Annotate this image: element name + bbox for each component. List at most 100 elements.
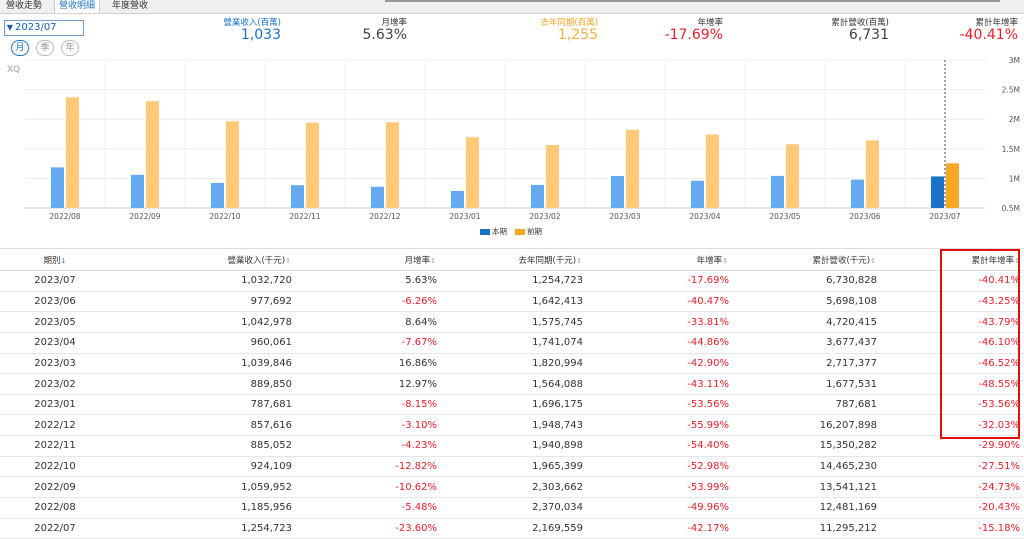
- table-body: 2023/07 1,032,720 5.63% 1,254,723 -17.69% 6,7…: [0, 270, 1024, 539]
- table-row[interactable]: 2022/09 1,059,952 -10.62% 2,303,662 -53.99% 1…: [0, 476, 1024, 499]
- cell-cumulative-yoy: -27.51%: [877, 456, 1024, 478]
- bar-previous: [146, 101, 159, 208]
- cell-revenue: 924,109: [110, 456, 292, 478]
- y-tick-label: 1M: [1009, 174, 1020, 183]
- y-tick-label: 3M: [1009, 56, 1020, 65]
- cell-revenue: 889,850: [110, 373, 292, 395]
- x-tick-label: 2023/04: [689, 212, 720, 221]
- cell-revenue: 1,059,952: [110, 476, 292, 499]
- cell-period: 2023/05: [0, 311, 110, 333]
- cell-yoy: -54.40%: [583, 435, 729, 457]
- table-row[interactable]: 2022/10 924,109 -12.82% 1,965,399 -52.98% 14,…: [0, 456, 1024, 478]
- y-tick-label: 2.5M: [1002, 86, 1020, 95]
- cell-revenue: 1,039,846: [110, 353, 292, 375]
- cell-cumulative: 13,541,121: [729, 476, 877, 499]
- table-row[interactable]: 2022/07 1,254,723 -23.60% 2,169,559 -42.17% 1…: [0, 518, 1024, 539]
- cell-yoy: -43.11%: [583, 373, 729, 395]
- bar-current: [851, 179, 864, 208]
- x-tick-label: 2022/10: [209, 212, 240, 221]
- x-tick-label: 2023/01: [449, 212, 480, 221]
- cell-mom: 12.97%: [292, 373, 437, 395]
- header-revenue-label: 營業收入(千元): [227, 255, 286, 266]
- sort-icon: ⇕: [430, 256, 436, 265]
- bar-previous: [226, 121, 239, 208]
- cell-lastyear: 2,303,662: [437, 476, 583, 499]
- bar-current: [611, 176, 624, 208]
- cell-cumulative-yoy: -53.56%: [877, 394, 1024, 416]
- stat-revenue-value: 1,033: [240, 27, 281, 43]
- x-tick-label: 2023/02: [529, 212, 560, 221]
- table-row[interactable]: 2022/08 1,185,956 -5.48% 2,370,034 -49.96% 12…: [0, 497, 1024, 519]
- header-period[interactable]: 期別↓: [0, 248, 110, 271]
- stat-lastyear-value: 1,255: [557, 27, 598, 43]
- cell-cumulative: 12,481,169: [729, 497, 877, 519]
- cell-lastyear: 1,642,413: [437, 291, 583, 313]
- cell-period: 2023/04: [0, 332, 110, 354]
- cell-yoy: -44.86%: [583, 332, 729, 354]
- chevron-down-icon: ▼: [6, 23, 14, 32]
- bar-previous: [866, 140, 879, 208]
- y-tick-label: 2M: [1009, 115, 1020, 124]
- header-mom-label: 月增率: [404, 255, 431, 266]
- legend-previous: 前期: [515, 226, 542, 237]
- cell-mom: -10.62%: [292, 476, 437, 499]
- tab-revenue-trend[interactable]: 營收走勢: [6, 1, 43, 11]
- cell-period: 2023/06: [0, 291, 110, 313]
- cell-cumulative-yoy: -48.55%: [877, 373, 1024, 395]
- cell-lastyear: 1,564,088: [437, 373, 583, 395]
- cell-yoy: -53.99%: [583, 476, 729, 499]
- cell-cumulative: 2,717,377: [729, 353, 877, 375]
- table-row[interactable]: 2023/04 960,061 -7.67% 1,741,074 -44.86% 3,67…: [0, 332, 1024, 354]
- window-edge: [385, 0, 1000, 2]
- table-row[interactable]: 2023/03 1,039,846 16.86% 1,820,994 -42.90% 2,…: [0, 353, 1024, 375]
- table-row[interactable]: 2023/01 787,681 -8.15% 1,696,175 -53.56% 787,…: [0, 394, 1024, 416]
- cell-revenue: 1,042,978: [110, 311, 292, 333]
- cell-yoy: -49.96%: [583, 497, 729, 519]
- header-mom[interactable]: 月增率⇕: [292, 248, 437, 271]
- table-row[interactable]: 2023/06 977,692 -6.26% 1,642,413 -40.47% 5,69…: [0, 291, 1024, 313]
- cell-cumulative-yoy: -29.90%: [877, 435, 1024, 457]
- period-select-value: 2023/07: [15, 22, 57, 33]
- cell-revenue: 960,061: [110, 332, 292, 354]
- cell-period: 2022/12: [0, 414, 110, 437]
- cell-revenue: 977,692: [110, 291, 292, 313]
- bar-previous: [466, 137, 479, 208]
- tab-annual-revenue[interactable]: 年度營收: [112, 1, 149, 11]
- bar-current: [211, 182, 224, 208]
- table-row[interactable]: 2022/11 885,052 -4.23% 1,940,898 -54.40% 15,3…: [0, 435, 1024, 457]
- cell-period: 2022/08: [0, 497, 110, 519]
- x-tick-label: 2022/11: [289, 212, 320, 221]
- pill-quarter[interactable]: 季: [36, 40, 54, 56]
- header-yoy[interactable]: 年增率⇕: [583, 248, 729, 271]
- table-row[interactable]: 2023/02 889,850 12.97% 1,564,088 -43.11% 1,67…: [0, 373, 1024, 395]
- stat-lastyear-label: 去年同期(百萬): [540, 18, 598, 28]
- cell-mom: 5.63%: [292, 270, 437, 292]
- header-cumulative-yoy-label: 累計年增率: [971, 255, 1015, 266]
- bar-current: [931, 176, 944, 208]
- pill-month[interactable]: 月: [11, 40, 29, 56]
- table-row[interactable]: 2023/05 1,042,978 8.64% 1,575,745 -33.81% 4,7…: [0, 311, 1024, 333]
- cell-revenue: 1,185,956: [110, 497, 292, 519]
- period-select[interactable]: ▼ 2023/07: [4, 20, 84, 36]
- cell-lastyear: 1,254,723: [437, 270, 583, 292]
- cell-period: 2022/09: [0, 476, 110, 499]
- cell-cumulative: 4,720,415: [729, 311, 877, 333]
- cell-cumulative: 14,465,230: [729, 456, 877, 478]
- sort-icon: ⇕: [285, 256, 291, 265]
- cell-yoy: -33.81%: [583, 311, 729, 333]
- sort-icon: ⇕: [576, 256, 582, 265]
- table-row[interactable]: 2022/12 857,616 -3.10% 1,948,743 -55.99% 16,2…: [0, 414, 1024, 437]
- header-lastyear[interactable]: 去年同期(千元)⇕: [437, 248, 583, 271]
- cell-lastyear: 1,696,175: [437, 394, 583, 416]
- sort-icon: ⇕: [722, 256, 728, 265]
- header-cumulative[interactable]: 累計營收(千元)⇕: [729, 248, 877, 271]
- table-row[interactable]: 2023/07 1,032,720 5.63% 1,254,723 -17.69% 6,7…: [0, 270, 1024, 292]
- legend-current: 本期: [480, 226, 507, 237]
- legend-current-label: 本期: [492, 227, 507, 236]
- header-revenue[interactable]: 營業收入(千元)⇕: [110, 248, 292, 271]
- cell-cumulative-yoy: -20.43%: [877, 497, 1024, 519]
- tab-revenue-detail[interactable]: 營收明細: [54, 0, 101, 13]
- cell-mom: -12.82%: [292, 456, 437, 478]
- cell-cumulative: 11,295,212: [729, 518, 877, 539]
- pill-year[interactable]: 年: [61, 40, 79, 56]
